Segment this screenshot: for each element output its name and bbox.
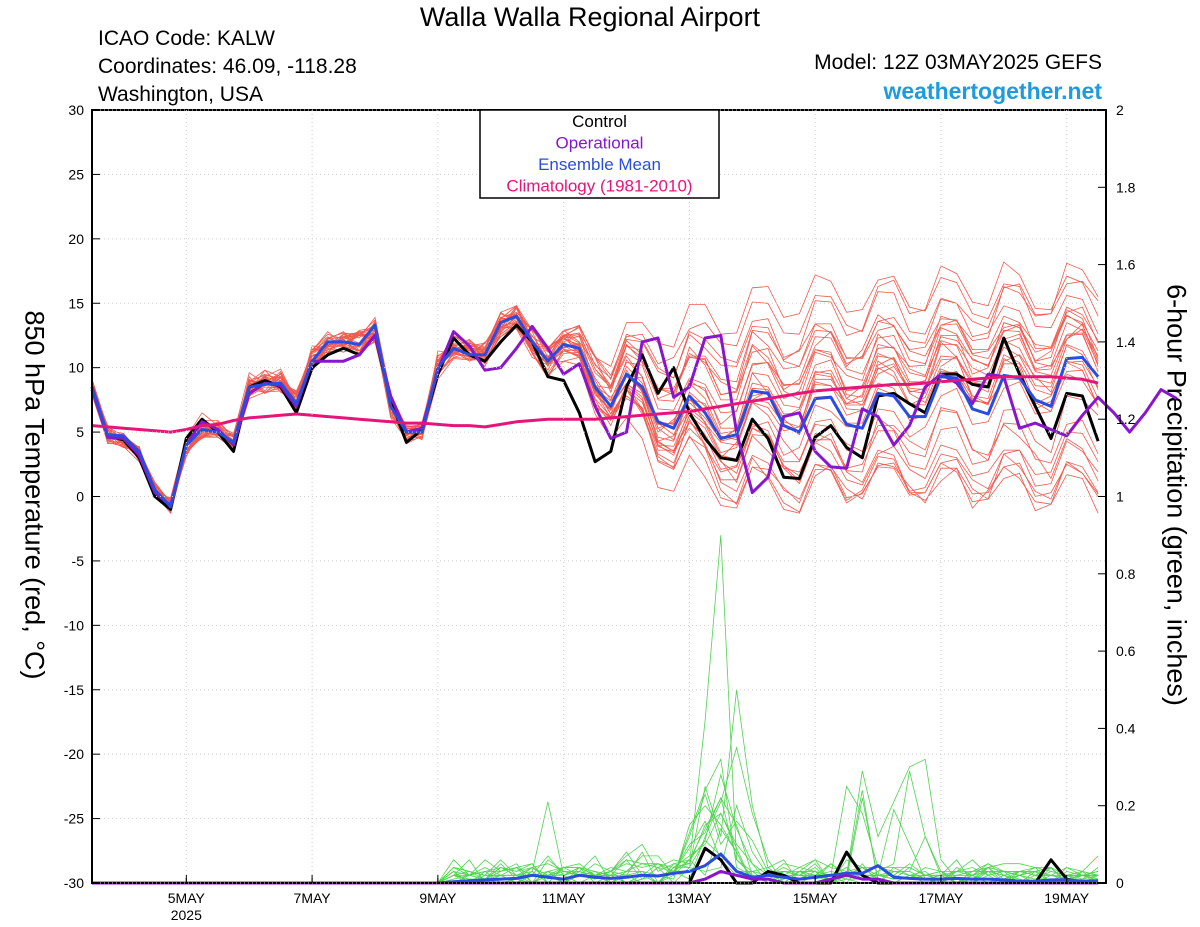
right-tick-label: 1.2 (1116, 411, 1136, 427)
legend-box (479, 109, 720, 199)
station-info: ICAO Code: KALW Coordinates: 46.09, -118… (98, 25, 357, 109)
legend-entry-control: Control (572, 112, 627, 131)
x-tick-year: 2025 (171, 907, 202, 923)
left-tick-label: 20 (68, 231, 84, 247)
left-tick-label: -5 (72, 553, 85, 569)
chart-title: Walla Walla Regional Airport (419, 2, 761, 32)
axes: 302520151050-5-10-15-20-25-3021.81.61.41… (64, 102, 1136, 923)
left-tick-label: 15 (68, 295, 84, 311)
x-tick-label: 5MAY (168, 890, 206, 906)
right-tick-label: 1 (1116, 489, 1124, 505)
right-tick-label: 2 (1116, 102, 1124, 118)
left-tick-label: -15 (64, 682, 84, 698)
precip-member-7 (92, 773, 1099, 884)
left-tick-label: -10 (64, 617, 84, 633)
right-tick-label: 0.6 (1116, 643, 1136, 659)
left-tick-label: 5 (76, 424, 84, 440)
temp-member-22 (91, 262, 1099, 503)
left-tick-label: -30 (64, 875, 84, 891)
temp-member-13 (91, 321, 1099, 508)
precip-member-14 (92, 796, 1099, 884)
right-tick-label: 0.2 (1116, 798, 1136, 814)
x-tick-label: 17MAY (918, 890, 964, 906)
precip-member-5 (92, 808, 1099, 884)
x-tick-label: 19MAY (1044, 890, 1090, 906)
temp-member-26 (91, 322, 1099, 513)
right-tick-label: 0 (1116, 875, 1124, 891)
precip-member-1 (92, 535, 1099, 884)
precip-member-6 (92, 746, 1099, 884)
right-tick-label: 0.8 (1116, 566, 1136, 582)
left-tick-label: -25 (64, 811, 84, 827)
legend: Control Operational Ensemble Mean Climatolo… (479, 109, 720, 199)
ensemble-mean-precip-line (92, 852, 1099, 885)
precip-member-9 (92, 757, 1099, 884)
left-tick-label: 10 (68, 360, 84, 376)
legend-entry-climatology-1981-2010: Climatology (1981-2010) (506, 177, 692, 196)
website-link[interactable]: weathertogether.net (883, 78, 1102, 104)
legend-entry-ensemble-mean: Ensemble Mean (538, 155, 661, 174)
x-tick-label: 11MAY (542, 890, 586, 906)
right-tick-label: 1.6 (1116, 257, 1136, 273)
left-tick-label: -20 (64, 746, 84, 762)
precip-member-10 (92, 797, 1099, 884)
model-info: Model: 12Z 03MAY2025 GEFS weathertogethe… (814, 49, 1102, 105)
model-run: Model: 12Z 03MAY2025 GEFS (814, 51, 1102, 74)
left-tick-label: 30 (68, 102, 84, 118)
precip-members (92, 535, 1099, 884)
legend-entry-operational: Operational (556, 134, 644, 153)
location: Washington, USA (98, 83, 263, 106)
x-tick-label: 7MAY (294, 890, 332, 906)
x-tick-label: 9MAY (419, 890, 457, 906)
precip-member-2 (92, 689, 1099, 884)
right-tick-label: 1.8 (1116, 179, 1136, 195)
precip-member-12 (92, 770, 1099, 884)
temp-member-23 (91, 261, 1099, 505)
x-tick-label: 15MAY (793, 890, 839, 906)
coordinates: Coordinates: 46.09, -118.28 (98, 55, 357, 78)
left-tick-label: 25 (68, 166, 84, 182)
icao-code: ICAO Code: KALW (98, 27, 276, 50)
climatology-1981-2010-temp-line (91, 375, 1099, 434)
right-tick-label: 1.4 (1116, 334, 1136, 350)
right-tick-label: 0.4 (1116, 720, 1136, 736)
precip-member-8 (92, 785, 1099, 884)
x-tick-label: 13MAY (667, 890, 713, 906)
ensemble-mean-temp-line (90, 314, 1100, 509)
precip-member-4 (92, 758, 1099, 884)
left-tick-label: 0 (76, 489, 84, 505)
